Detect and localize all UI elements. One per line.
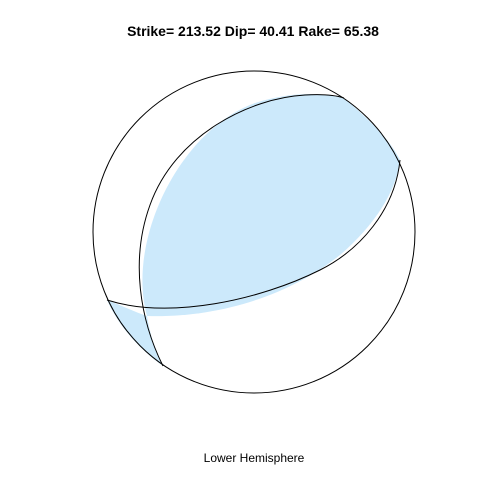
compressional-quadrant-small (107, 300, 163, 366)
nodal-plane-1 (138, 94, 345, 367)
hemisphere-caption: Lower Hemisphere (204, 451, 305, 465)
compressional-quadrant-large (142, 93, 401, 317)
beachball (92, 70, 416, 394)
diagram-title: Strike= 213.52 Dip= 40.41 Rake= 65.38 (127, 23, 379, 39)
focal-sphere-outline (92, 70, 416, 394)
nodal-plane-2 (106, 159, 401, 309)
